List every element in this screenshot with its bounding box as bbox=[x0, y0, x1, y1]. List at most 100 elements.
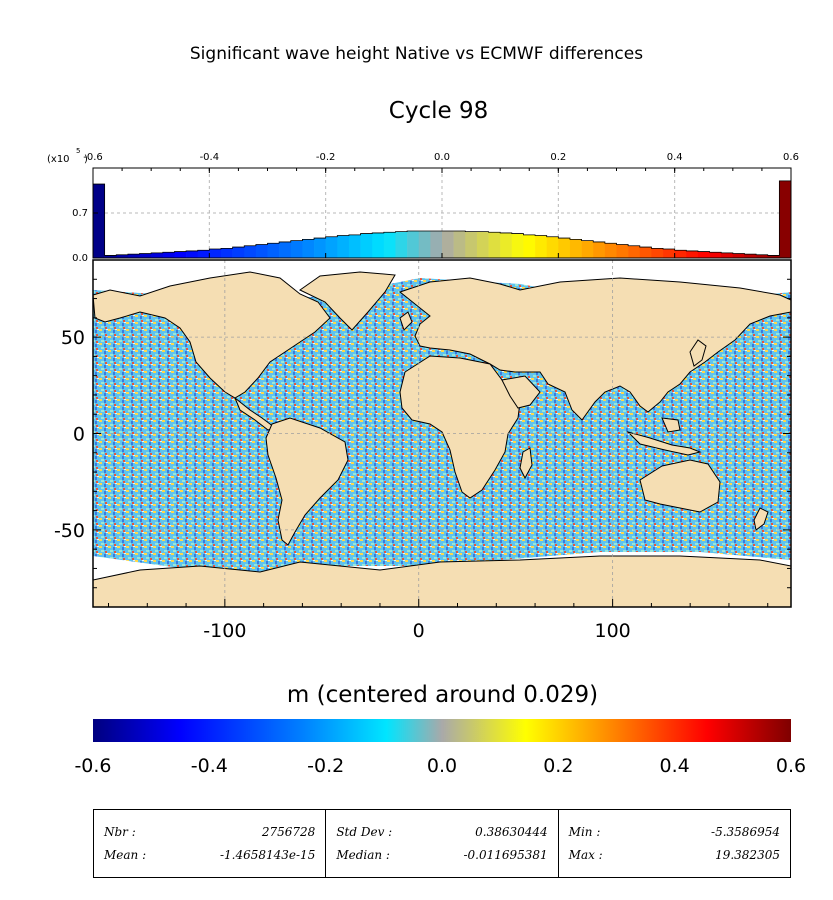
histogram-bar bbox=[500, 232, 513, 258]
histogram-bar bbox=[244, 245, 257, 258]
histogram-bar bbox=[569, 239, 582, 258]
madagascar-land bbox=[519, 447, 533, 480]
histogram-bar bbox=[535, 235, 547, 258]
histogram-tick-label-x: -0.6 bbox=[83, 152, 103, 163]
colorbar-tick-label: -0.4 bbox=[191, 755, 228, 777]
mean-label: Mean : bbox=[104, 848, 147, 862]
histogram-bar bbox=[686, 250, 699, 258]
histogram-ticks bbox=[92, 168, 792, 259]
histogram-bar bbox=[162, 252, 175, 258]
histogram-bar bbox=[418, 231, 431, 258]
histogram-tick-label-y: 0.0 bbox=[72, 253, 88, 264]
histogram-bar bbox=[104, 255, 117, 258]
colorbar-tick-label: 0.6 bbox=[776, 755, 806, 777]
nbr-value: 2756728 bbox=[261, 825, 316, 839]
antarctica-land bbox=[93, 555, 791, 607]
median-label: Median : bbox=[336, 848, 390, 862]
colorbar: -0.6 -0.4 -0.2 0.0 0.2 0.4 0.6 bbox=[74, 719, 806, 777]
histogram-bar bbox=[721, 252, 734, 258]
map-tick-label-lon: 0 bbox=[413, 620, 425, 642]
map-tick-label-lat: 0 bbox=[73, 424, 85, 446]
histogram-bar bbox=[197, 250, 210, 258]
histogram-tick-label-x: -0.2 bbox=[316, 152, 336, 163]
histogram-bar bbox=[442, 231, 454, 258]
figure-canvas: -0.6 -0.4 -0.2 0.0 0.2 0.4 0.6 0.0 0.7 (x10 5 ) bbox=[47, 147, 806, 777]
histogram-scale-exponent: 5 bbox=[76, 147, 80, 155]
histogram-tick-label-x: -0.4 bbox=[200, 152, 220, 163]
histogram-bar bbox=[302, 239, 315, 258]
histogram-bar bbox=[604, 243, 617, 258]
greenland-land bbox=[299, 271, 396, 331]
histogram-bar bbox=[453, 231, 466, 258]
histogram-scale-paren: ) bbox=[84, 154, 88, 165]
histogram-bar bbox=[476, 231, 489, 258]
min-label: Min : bbox=[568, 825, 601, 839]
histogram-bar bbox=[407, 231, 420, 258]
histogram-bar bbox=[232, 247, 245, 258]
colorbar-tick-label: 0.2 bbox=[543, 755, 573, 777]
africa-land bbox=[399, 355, 521, 499]
histogram-bar bbox=[267, 243, 280, 258]
map-tick-label-lon: 100 bbox=[594, 620, 630, 642]
histogram-bar bbox=[290, 240, 303, 258]
histogram-bar bbox=[756, 254, 769, 258]
histogram-bar bbox=[488, 232, 501, 258]
histogram-bar bbox=[651, 248, 664, 258]
histogram-scale-label: (x10 bbox=[47, 154, 70, 165]
histogram-bar bbox=[209, 249, 222, 258]
map-ticks bbox=[93, 278, 791, 607]
colorbar-tick-label: -0.6 bbox=[74, 755, 111, 777]
chart-title: Significant wave height Native vs ECMWF … bbox=[189, 44, 644, 64]
histogram-bar bbox=[709, 252, 722, 258]
histogram-bar bbox=[383, 232, 396, 258]
histogram-tick-label-x: 0.4 bbox=[667, 152, 683, 163]
colorbar-tick-label: -0.2 bbox=[307, 755, 344, 777]
histogram-bar bbox=[127, 254, 140, 258]
std-label: Std Dev : bbox=[336, 825, 393, 839]
histogram-bar bbox=[546, 236, 559, 258]
histogram-tick-labels: -0.6 -0.4 -0.2 0.0 0.2 0.4 0.6 0.0 0.7 bbox=[72, 152, 799, 264]
histogram-bar bbox=[581, 240, 594, 258]
japan-land bbox=[689, 339, 707, 367]
histogram-bar bbox=[465, 231, 478, 258]
max-label: Max : bbox=[568, 848, 603, 862]
histogram-bars bbox=[92, 180, 792, 258]
colorbar-tick-label: 0.0 bbox=[427, 755, 457, 777]
map-tick-label-lon: -100 bbox=[203, 620, 246, 642]
stats-cell-extremes: Min : -5.3586954 Max : 19.382305 bbox=[559, 810, 790, 877]
histogram-bar bbox=[139, 253, 152, 258]
histogram-bar bbox=[348, 234, 361, 258]
eurasia-land bbox=[398, 277, 791, 421]
histogram-bar bbox=[116, 254, 129, 258]
histogram-bar bbox=[255, 244, 268, 258]
map-grid bbox=[93, 260, 791, 607]
indonesia-land bbox=[626, 431, 702, 456]
map-panel: -100 0 100 50 0 -50 bbox=[54, 259, 792, 642]
histogram-bar bbox=[186, 250, 198, 258]
histogram-bar bbox=[639, 247, 652, 258]
histogram-bar bbox=[372, 232, 385, 258]
statistics-table: Nbr : 2756728 Mean : -1.4658143e-15 Std De… bbox=[93, 809, 791, 878]
map-tick-label-lat: 50 bbox=[61, 327, 85, 349]
min-value: -5.3586954 bbox=[711, 825, 780, 839]
arabia-land bbox=[501, 375, 541, 409]
north-america-land bbox=[93, 271, 331, 399]
land-masses bbox=[93, 271, 791, 607]
histogram-tick-label-x: 0.0 bbox=[434, 152, 450, 163]
histogram-bar bbox=[174, 251, 187, 258]
histogram-panel: -0.6 -0.4 -0.2 0.0 0.2 0.4 0.6 0.0 0.7 (x10 5 ) bbox=[47, 147, 799, 264]
histogram-bar bbox=[674, 250, 687, 258]
colorbar-tick-labels: -0.6 -0.4 -0.2 0.0 0.2 0.4 0.6 bbox=[74, 755, 806, 777]
median-value: -0.011695381 bbox=[463, 848, 548, 862]
histogram-bar bbox=[395, 231, 408, 258]
mean-value: -1.4658143e-15 bbox=[219, 848, 316, 862]
histogram-outline bbox=[92, 180, 791, 258]
histogram-tick-label-x: 0.2 bbox=[550, 152, 566, 163]
histogram-bar bbox=[325, 236, 338, 258]
south-america-land bbox=[265, 417, 349, 546]
australia-land bbox=[639, 459, 721, 513]
nbr-label: Nbr : bbox=[104, 825, 136, 839]
histogram-bar bbox=[744, 254, 757, 258]
histogram-bar bbox=[616, 244, 629, 258]
histogram-bar bbox=[593, 241, 606, 258]
